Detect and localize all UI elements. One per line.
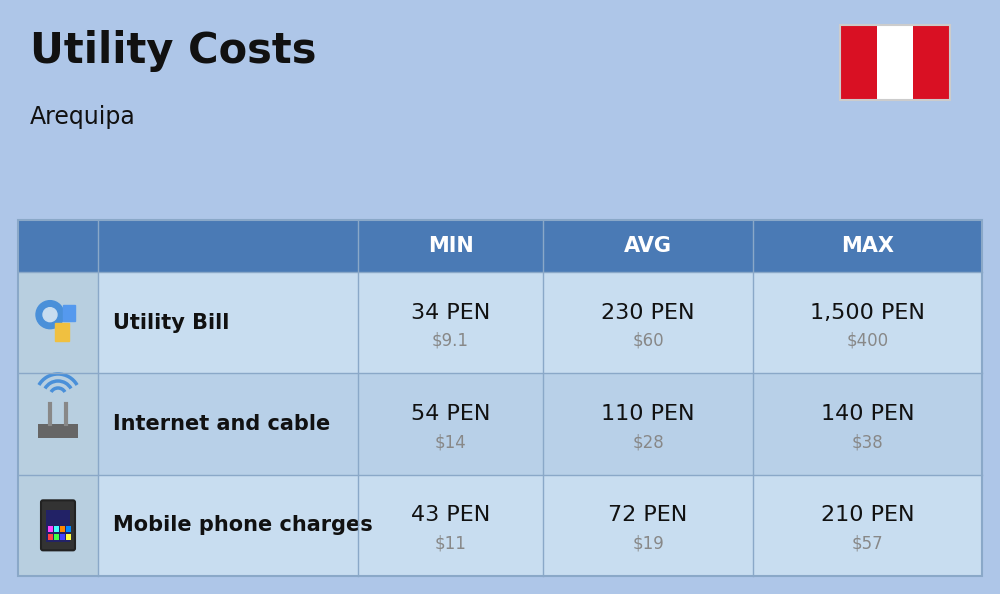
Text: Utility Costs: Utility Costs (30, 30, 316, 72)
Text: 110 PEN: 110 PEN (601, 404, 695, 424)
Text: 54 PEN: 54 PEN (411, 404, 490, 424)
Bar (48, 526, 53, 532)
Text: $38: $38 (852, 433, 883, 451)
Text: $14: $14 (435, 433, 466, 451)
Text: 140 PEN: 140 PEN (821, 404, 914, 424)
Text: Internet and cable: Internet and cable (113, 414, 330, 434)
Bar (877, 25, 913, 100)
Text: $28: $28 (632, 433, 664, 451)
Text: 1,500 PEN: 1,500 PEN (810, 303, 925, 323)
Bar (18, 272, 98, 374)
Bar (840, 25, 877, 100)
Circle shape (36, 301, 64, 328)
Bar (55, 323, 69, 341)
Bar (18, 475, 982, 576)
Text: Mobile phone charges: Mobile phone charges (113, 516, 373, 535)
Bar (18, 374, 98, 475)
Text: 210 PEN: 210 PEN (821, 505, 914, 525)
Bar (54, 526, 59, 532)
Bar (60, 526, 65, 532)
Bar (18, 374, 982, 475)
Text: Arequipa: Arequipa (30, 105, 136, 129)
Text: $9.1: $9.1 (432, 331, 469, 350)
Text: AVG: AVG (624, 236, 672, 256)
Text: $57: $57 (852, 535, 883, 552)
Text: 230 PEN: 230 PEN (601, 303, 695, 323)
Text: $60: $60 (632, 331, 664, 350)
Text: $19: $19 (632, 535, 664, 552)
Circle shape (43, 308, 57, 322)
Bar (18, 220, 982, 576)
Text: 34 PEN: 34 PEN (411, 303, 490, 323)
Text: Utility Bill: Utility Bill (113, 312, 229, 333)
Text: $11: $11 (435, 535, 466, 552)
Text: 43 PEN: 43 PEN (411, 505, 490, 525)
Bar (46, 510, 70, 542)
Text: 72 PEN: 72 PEN (608, 505, 688, 525)
Bar (54, 535, 59, 541)
Bar (18, 272, 982, 374)
Bar (18, 475, 98, 576)
Bar (48, 535, 53, 541)
Bar (63, 305, 75, 321)
Bar (66, 526, 71, 532)
Bar (18, 220, 982, 272)
Text: $400: $400 (846, 331, 889, 350)
Bar (38, 424, 78, 438)
FancyBboxPatch shape (41, 500, 75, 550)
Bar (66, 535, 71, 541)
Bar (840, 25, 950, 100)
Text: MAX: MAX (841, 236, 894, 256)
Bar (913, 25, 950, 100)
Bar (60, 535, 65, 541)
Text: MIN: MIN (428, 236, 473, 256)
